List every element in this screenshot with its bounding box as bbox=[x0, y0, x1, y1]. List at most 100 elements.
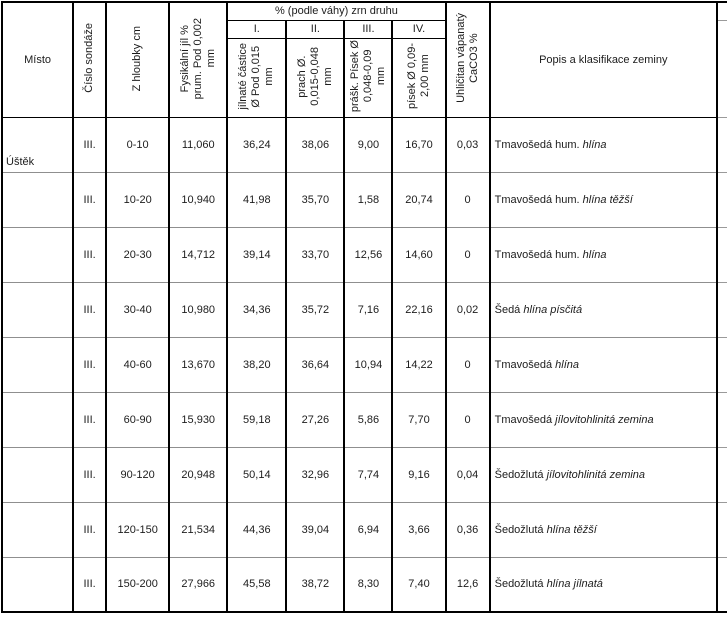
misto-cell bbox=[0, 391, 75, 448]
table-row: III. 30-40 10,980 34,36 35,72 7,16 22,16 0,02 Še… bbox=[0, 281, 727, 338]
frakce-iii-cell: 1,58 bbox=[343, 171, 394, 228]
popis-italic-text: hlína bbox=[555, 358, 580, 371]
header-numeral-i: I. bbox=[226, 19, 288, 39]
hloubka-cell: 90-120 bbox=[105, 446, 171, 503]
frakce-iii-cell: 6,94 bbox=[343, 501, 394, 558]
popis-regular-text: Šedá bbox=[494, 303, 521, 316]
fysikalni-cell: 10,980 bbox=[168, 281, 229, 338]
hloubka-cell: 60-90 bbox=[105, 391, 171, 448]
table-row: III. 40-60 13,670 38,20 36,64 10,94 14,22 0 Tmav… bbox=[0, 336, 727, 393]
table-row: III. 120-150 21,534 44,36 39,04 6,94 3,66 0,36 Š… bbox=[0, 501, 727, 558]
header-cislo-sondaze: Číslo sondáže bbox=[72, 1, 108, 118]
popis-cell: Šedožlutá jílovitohlinitá zemina bbox=[488, 446, 718, 503]
table-header: Místo Číslo sondáže Z hloubky cm Fysikál… bbox=[0, 1, 727, 118]
sondaz-cell: III. bbox=[72, 226, 108, 283]
page-edge-sliver bbox=[715, 226, 727, 283]
frakce-ii-cell: 35,72 bbox=[285, 281, 346, 338]
popis-cell: Tmavošedá jílovitohlinitá zemina bbox=[488, 391, 718, 448]
caco3-cell: 0 bbox=[444, 226, 491, 283]
misto-cell bbox=[0, 501, 75, 558]
table-row: III. 90-120 20,948 50,14 32,96 7,74 9,16 0,04 Še… bbox=[0, 446, 727, 503]
caco3-cell: 0 bbox=[444, 171, 491, 228]
page-edge-sliver bbox=[715, 2, 727, 21]
frakce-iv-cell: 22,16 bbox=[391, 281, 447, 338]
page-edge-sliver bbox=[715, 336, 727, 393]
frakce-iv-cell: 3,66 bbox=[391, 501, 447, 558]
hloubka-cell: 10-20 bbox=[105, 171, 171, 228]
frakce-iii-cell: 7,74 bbox=[343, 446, 394, 503]
popis-italic-text: hlína bbox=[582, 138, 607, 151]
table-row: III. 20-30 14,712 39,14 33,70 12,56 14,60 0 Tmav… bbox=[0, 226, 727, 283]
page-edge-sliver bbox=[715, 116, 727, 173]
header-row-fraction-labels: jílnaté částice Ø Pod 0,015 mm prach Ø. … bbox=[2, 37, 727, 118]
misto-cell bbox=[0, 336, 75, 393]
sondaz-cell: III. bbox=[72, 501, 108, 558]
frakce-i-cell: 38,20 bbox=[226, 336, 288, 393]
frakce-i-cell: 36,24 bbox=[226, 116, 288, 173]
frakce-ii-cell: 36,64 bbox=[285, 336, 346, 393]
frakce-iv-cell: 7,40 bbox=[391, 556, 447, 613]
popis-regular-text: Šedožlutá bbox=[494, 468, 544, 481]
misto-cell bbox=[0, 556, 75, 613]
frakce-i-cell: 41,98 bbox=[226, 171, 288, 228]
page-edge-sliver bbox=[715, 446, 727, 503]
hloubka-cell: 120-150 bbox=[105, 501, 171, 558]
fysikalni-cell: 27,966 bbox=[168, 556, 229, 613]
fysikalni-cell: 20,948 bbox=[168, 446, 229, 503]
header-fraction-iv-label: písek Ø 0,09- 2,00 mm bbox=[406, 42, 432, 110]
header-row-numerals: I. II. III. IV. bbox=[2, 19, 727, 118]
popis-cell: Šedožlutá hlína jílnatá bbox=[488, 556, 718, 613]
frakce-iv-cell: 9,16 bbox=[391, 446, 447, 503]
header-row-top: Místo Číslo sondáže Z hloubky cm Fysikál… bbox=[0, 1, 727, 118]
frakce-iii-cell: 12,56 bbox=[343, 226, 394, 283]
header-grain-group: % (podle váhy) zrn druhu bbox=[226, 1, 447, 21]
header-z-hloubky-label: Z hloubky cm bbox=[131, 25, 144, 91]
page-edge-sliver bbox=[715, 391, 727, 448]
table-row: III. 10-20 10,940 41,98 35,70 1,58 20,74 0 Tmavo… bbox=[0, 171, 727, 228]
frakce-ii-cell: 27,26 bbox=[285, 391, 346, 448]
popis-italic-text: hlína těžší bbox=[546, 523, 597, 536]
frakce-i-cell: 44,36 bbox=[226, 501, 288, 558]
header-fraction-i: jílnaté částice Ø Pod 0,015 mm bbox=[226, 37, 288, 118]
header-fysikalni-jil: Fysikální jíl % prum. Pod 0,002 mm bbox=[168, 1, 229, 118]
header-misto: Místo bbox=[0, 1, 75, 118]
header-uhlicitan-caco3-label: Uhličitan vápanatý CaCO3 % bbox=[454, 13, 480, 104]
popis-cell: Tmavošedá hlína bbox=[488, 336, 718, 393]
table-body: Úštěk III. 0-10 11,060 36,24 38,06 9,00 16,70 0,… bbox=[0, 116, 727, 613]
sondaz-cell: III. bbox=[72, 281, 108, 338]
page-edge-sliver bbox=[715, 281, 727, 338]
frakce-iii-cell: 10,94 bbox=[343, 336, 394, 393]
frakce-i-cell: 34,36 bbox=[226, 281, 288, 338]
popis-regular-text: Tmavošedá bbox=[494, 413, 553, 426]
frakce-ii-cell: 32,96 bbox=[285, 446, 346, 503]
popis-cell: Tmavošedá hum. hlína těžší bbox=[488, 171, 718, 228]
header-fraction-ii: prach Ø. 0,015-0,048 mm bbox=[285, 37, 346, 118]
frakce-iv-cell: 7,70 bbox=[391, 391, 447, 448]
popis-cell: Tmavošedá hum. hlína bbox=[488, 226, 718, 283]
frakce-ii-cell: 35,70 bbox=[285, 171, 346, 228]
hloubka-cell: 40-60 bbox=[105, 336, 171, 393]
header-fraction-iii-label: prášk. Písek Ø 0,048-0,09 mm bbox=[348, 39, 387, 113]
popis-italic-text: hlína jílnatá bbox=[546, 578, 603, 591]
misto-cell bbox=[0, 171, 75, 228]
caco3-cell: 0 bbox=[444, 336, 491, 393]
sondaz-cell: III. bbox=[72, 556, 108, 613]
popis-italic-text: jílovitohlinitá zemina bbox=[546, 468, 646, 481]
frakce-ii-cell: 38,72 bbox=[285, 556, 346, 613]
popis-italic-text: hlína bbox=[582, 248, 607, 261]
page-edge-sliver bbox=[715, 501, 727, 558]
misto-cell bbox=[0, 446, 75, 503]
frakce-i-cell: 39,14 bbox=[226, 226, 288, 283]
frakce-i-cell: 45,58 bbox=[226, 556, 288, 613]
frakce-iv-cell: 14,22 bbox=[391, 336, 447, 393]
hloubka-cell: 0-10 bbox=[105, 116, 171, 173]
popis-italic-text: jílovitohlinitá zemina bbox=[555, 413, 654, 426]
caco3-cell: 0,36 bbox=[444, 501, 491, 558]
table-row: III. 60-90 15,930 59,18 27,26 5,86 7,70 0 Tmavoš… bbox=[0, 391, 727, 448]
frakce-iv-cell: 16,70 bbox=[391, 116, 447, 173]
frakce-iv-cell: 14,60 bbox=[391, 226, 447, 283]
popis-regular-text: Tmavošedá hum. bbox=[494, 193, 580, 206]
header-fraction-iii: prášk. Písek Ø 0,048-0,09 mm bbox=[343, 37, 394, 118]
popis-regular-text: Šedožlutá bbox=[494, 578, 544, 591]
